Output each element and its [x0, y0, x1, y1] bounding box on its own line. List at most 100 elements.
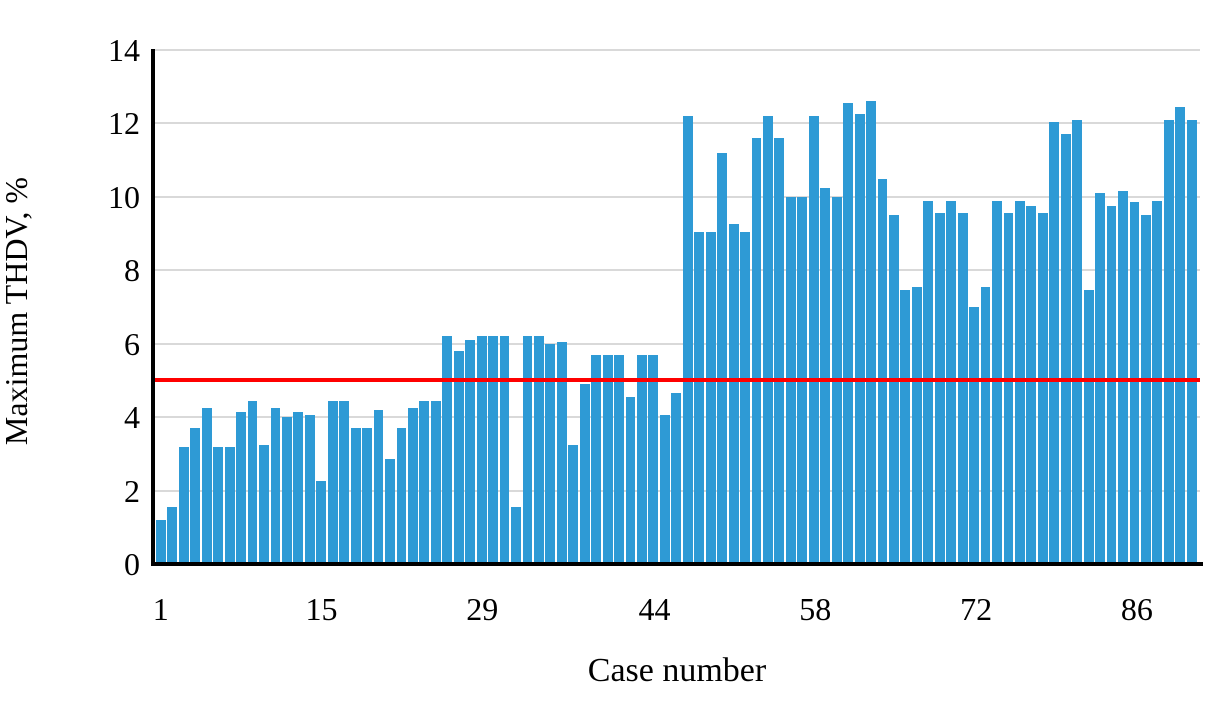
bar-case-25 — [430, 400, 441, 564]
bar-case-50 — [717, 152, 728, 564]
bar-case-9 — [247, 400, 258, 564]
bar-case-31 — [499, 336, 510, 564]
plot-area — [155, 49, 1200, 564]
bar-case-27 — [453, 351, 464, 564]
y-tick-label-14: 14 — [108, 32, 140, 68]
bar-case-81 — [1072, 119, 1083, 564]
bar-case-65 — [889, 215, 899, 564]
bar-case-7 — [224, 446, 235, 564]
bar-case-24 — [419, 400, 430, 564]
bar-case-46 — [671, 393, 682, 564]
bar-case-62 — [854, 114, 865, 564]
bar-case-40 — [602, 354, 613, 564]
y-tick-label-12: 12 — [108, 105, 140, 142]
gridline-y-10 — [155, 195, 1200, 198]
bar-case-61 — [843, 103, 854, 564]
bar-case-78 — [1037, 213, 1048, 564]
y-tick-label-6: 6 — [124, 325, 140, 362]
bar-case-52 — [740, 231, 750, 564]
bar-case-37 — [568, 444, 579, 564]
bar-case-79 — [1049, 121, 1060, 564]
y-tick-label-0: 0 — [124, 546, 140, 582]
bar-case-69 — [934, 213, 945, 564]
bar-case-49 — [705, 231, 716, 564]
bar-case-53 — [751, 138, 762, 564]
bar-case-41 — [614, 354, 624, 564]
bar-case-20 — [373, 409, 384, 564]
bar-case-58 — [808, 116, 819, 564]
bar-case-44 — [648, 354, 659, 564]
x-tick-label-44: 44 — [638, 591, 671, 627]
threshold-line — [155, 378, 1200, 383]
bar-case-54 — [763, 116, 773, 564]
bar-case-71 — [957, 213, 968, 564]
bar-case-38 — [579, 384, 590, 564]
bar-case-89 — [1163, 119, 1174, 564]
gridline-y-6 — [155, 342, 1200, 345]
bar-case-23 — [407, 407, 418, 564]
x-tick-label-1: 1 — [152, 591, 169, 627]
bar-case-75 — [1003, 213, 1014, 564]
bar-case-85 — [1118, 191, 1128, 564]
bar-case-72 — [969, 307, 980, 564]
bar-case-43 — [637, 354, 647, 564]
y-tick-label-10: 10 — [108, 178, 140, 215]
bar-case-87 — [1140, 215, 1151, 564]
x-tick-label-58: 58 — [799, 591, 832, 627]
bar-case-66 — [900, 290, 911, 564]
bar-case-3 — [178, 446, 189, 564]
x-axis-title: Case number — [587, 652, 767, 689]
y-tick-label-2: 2 — [124, 472, 140, 509]
bar-case-26 — [442, 336, 453, 564]
bar-case-17 — [339, 400, 350, 564]
x-axis-line — [151, 562, 1203, 566]
gridline-y-8 — [155, 269, 1200, 272]
bar-case-22 — [396, 428, 407, 564]
bar-case-12 — [281, 417, 292, 564]
bar-case-34 — [533, 336, 544, 564]
bar-case-51 — [728, 224, 739, 564]
bar-case-28 — [465, 340, 476, 564]
bar-case-21 — [385, 459, 395, 564]
bar-case-35 — [545, 343, 556, 564]
bar-case-90 — [1175, 106, 1186, 564]
y-axis-line — [151, 49, 155, 566]
bar-case-29 — [476, 336, 487, 564]
gridline-y-12 — [155, 122, 1200, 125]
bar-case-86 — [1129, 202, 1140, 564]
bar-case-45 — [659, 415, 670, 564]
bar-case-63 — [866, 101, 876, 564]
bar-case-42 — [625, 396, 636, 564]
y-axis-title: Maximum THDV, % — [0, 176, 34, 446]
x-tick-label-29: 29 — [466, 591, 499, 627]
bar-case-84 — [1106, 206, 1117, 564]
bar-case-6 — [213, 446, 224, 564]
bar-case-55 — [774, 138, 785, 564]
bar-case-36 — [556, 341, 567, 564]
bar-case-91 — [1186, 119, 1197, 564]
y-tick-label-8: 8 — [124, 252, 140, 289]
bar-case-73 — [980, 286, 991, 564]
bar-case-82 — [1083, 290, 1094, 564]
bar-case-18 — [350, 428, 361, 564]
bar-case-64 — [877, 178, 888, 564]
bar-case-10 — [259, 444, 269, 564]
bar-case-80 — [1060, 134, 1071, 564]
bar-case-14 — [304, 415, 315, 564]
bar-case-15 — [316, 481, 327, 564]
bar-case-48 — [694, 231, 705, 564]
bars-container — [156, 50, 1197, 564]
y-tick-label-4: 4 — [124, 399, 140, 436]
gridline-y-14 — [155, 49, 1200, 51]
bar-case-13 — [293, 411, 304, 564]
x-tick-label-86: 86 — [1120, 591, 1153, 627]
bar-case-30 — [488, 336, 498, 564]
x-tick-label-15: 15 — [305, 591, 338, 627]
bar-case-33 — [522, 336, 533, 564]
x-tick-label-72: 72 — [960, 591, 993, 627]
bar-case-8 — [236, 411, 247, 564]
bar-case-11 — [270, 407, 281, 564]
bar-case-59 — [820, 187, 831, 564]
bar-case-4 — [190, 428, 201, 564]
